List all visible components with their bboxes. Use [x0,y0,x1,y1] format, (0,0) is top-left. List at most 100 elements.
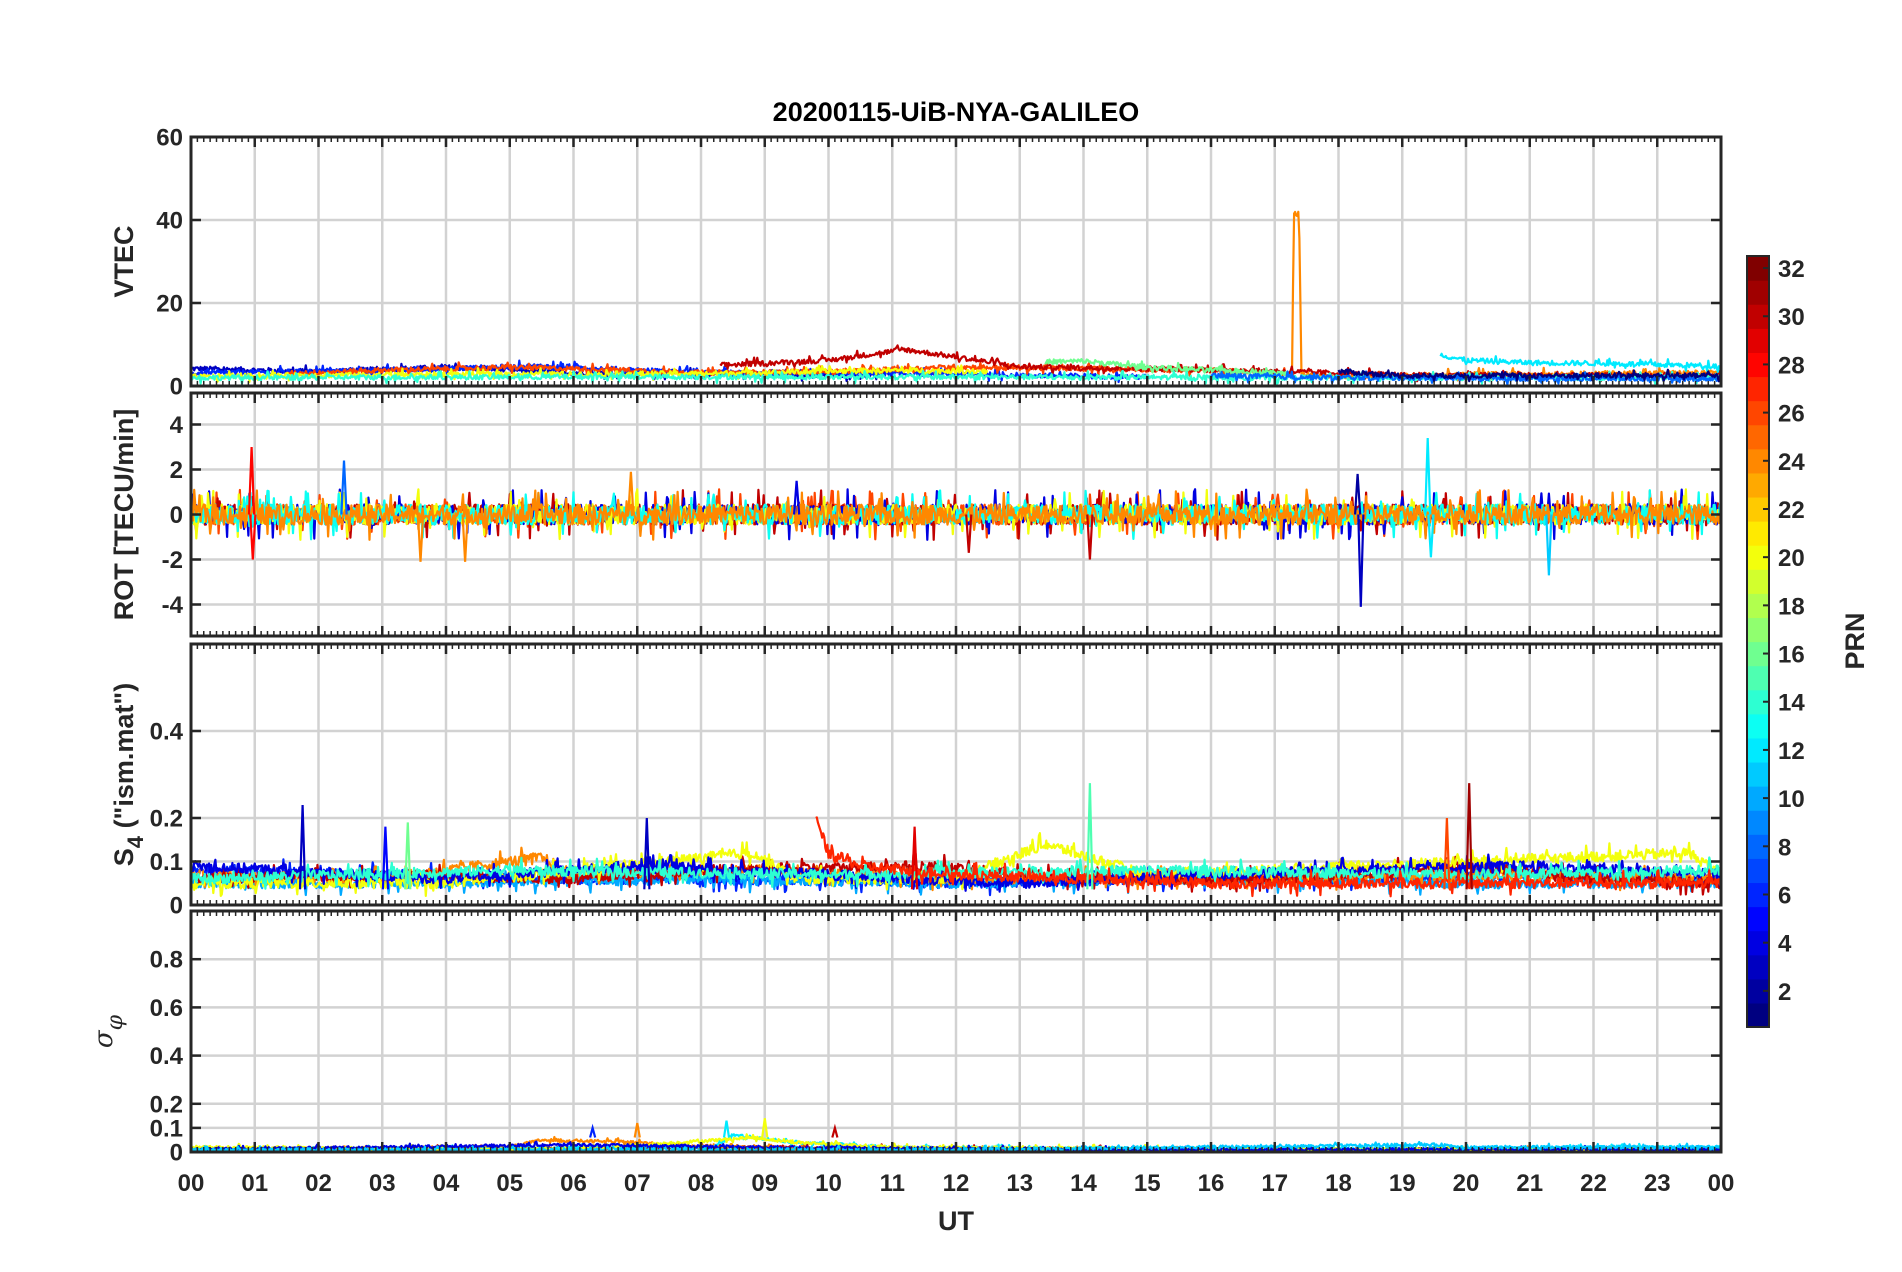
series-line-prn-12 [1439,352,1721,373]
spike-prn-30 [831,1123,839,1138]
x-tick-label: 06 [560,1170,587,1197]
colorbar-tick-label: 20 [1778,545,1805,572]
y-axis-label-sub: φ [103,1014,128,1030]
colorbar-band [1747,978,1769,1004]
series-line-prn-26 [285,361,1295,380]
y-axis-label-rest: ("ism.mat") [109,683,139,836]
axes-box [189,391,1723,638]
y-tick-label: -2 [162,547,183,574]
y-axis-label-sub: 4 [123,835,148,848]
x-tick-label: 05 [496,1170,523,1197]
y-tick-label: 0.1 [150,1115,183,1142]
x-tick-label: 15 [1134,1170,1161,1197]
colorbar-band [1747,930,1769,956]
y-axis-label: ROT [TECU/min] [109,409,139,620]
x-axis-label: UT [938,1206,974,1236]
x-tick-label: 08 [688,1170,715,1197]
spike-prn-3 [298,804,307,890]
colorbar-band [1747,1002,1769,1028]
spike-prn-31 [1465,783,1473,890]
colorbar-band [1747,521,1769,546]
colorbar-band [1747,352,1769,378]
colorbar-band [1747,834,1769,859]
colorbar-band [1747,496,1769,522]
spike-prn-4 [793,480,801,515]
panel-3: 00.10.20.4S4 ("ism.mat") [109,642,1723,920]
x-tick-label: 07 [624,1170,651,1197]
spike-prn-12 [722,1120,731,1138]
series-group [191,783,1721,898]
colorbar-band [1747,713,1769,739]
series-line-prn-24 [191,488,1721,541]
colorbar-band [1747,304,1769,329]
series-line-prn-27 [815,816,1721,898]
colorbar-band [1747,906,1769,932]
spike-prn-15 [1086,783,1094,890]
colorbar-band [1747,256,1769,281]
y-tick-label: 4 [170,412,184,439]
colorbar-band [1747,424,1769,450]
series-group [191,437,1721,607]
colorbar-band [1747,882,1769,908]
spike-prn-24 [416,514,425,562]
colorbar-band [1747,569,1769,594]
colorbar-band [1747,737,1769,763]
y-tick-label: 0 [170,374,183,401]
spike-prn-29 [910,826,919,890]
colorbar-band [1747,786,1769,811]
series-line-prn-16 [1044,358,1289,379]
colorbar-tick-label: 32 [1778,256,1805,283]
colorbar-tick-label: 2 [1778,979,1791,1006]
spike-prn-28 [249,514,257,560]
spike-prn-6 [589,1123,597,1138]
colorbar-tick-label: 14 [1778,690,1805,717]
y-tick-label: 0.8 [150,947,183,974]
colorbar-band [1747,761,1769,787]
y-axis-label: VTEC [109,225,139,297]
colorbar-tick-label: 8 [1778,834,1791,861]
colorbar-band [1747,641,1769,667]
x-tick-label: 00 [178,1170,205,1197]
colorbar-band [1747,593,1769,618]
colorbar-tick-label: 18 [1778,593,1805,620]
x-tick-label: 21 [1516,1170,1543,1197]
spike-prn-24 [633,1122,641,1138]
spike-prn-24 [627,471,635,515]
x-tick-label: 14 [1070,1170,1097,1197]
y-axis-label-main: S [109,848,139,866]
y-axis-label: S4 ("ism.mat") [109,683,148,866]
y-axis-label-main: σ [89,1029,119,1048]
colorbar-tick-label: 22 [1778,497,1805,524]
chart-title: 20200115-UiB-NYA-GALILEO [773,97,1140,127]
spike-prn-8 [340,460,348,515]
y-tick-label: 0 [170,502,183,529]
panel-1: 0 20 40 60 VTEC [109,125,1723,401]
grid [189,135,1723,388]
colorbar-band [1747,665,1769,691]
y-tick-label: 0.2 [150,806,183,833]
x-tick-label: 09 [751,1170,778,1197]
panel-2: -4 -2 0 2 4 ROT [TECU/min] [109,391,1723,638]
y-axis-label: σφ [89,1014,128,1048]
colorbar-band [1747,376,1769,402]
y-tick-label: 0.2 [150,1091,183,1118]
colorbar-band [1747,328,1769,353]
axes-box [189,642,1723,907]
x-tick-label: 23 [1644,1170,1671,1197]
y-tick-label: 0.4 [150,719,184,746]
grid [189,911,1723,1154]
colorbar-band [1747,400,1769,426]
colorbar-tick-label: 24 [1778,449,1805,476]
spike-prn-16 [404,822,412,890]
spike-prn-3 [1357,514,1365,607]
x-tick-label: 04 [433,1170,460,1197]
spike-prn-3 [643,817,651,890]
spike-prn-26 [1443,817,1451,890]
colorbar-band [1747,448,1769,474]
axes-box [189,909,1723,1154]
colorbar-tick-label: 26 [1778,401,1805,428]
x-tick-label: 13 [1006,1170,1033,1197]
y-tick-label: 0.4 [150,1043,184,1070]
